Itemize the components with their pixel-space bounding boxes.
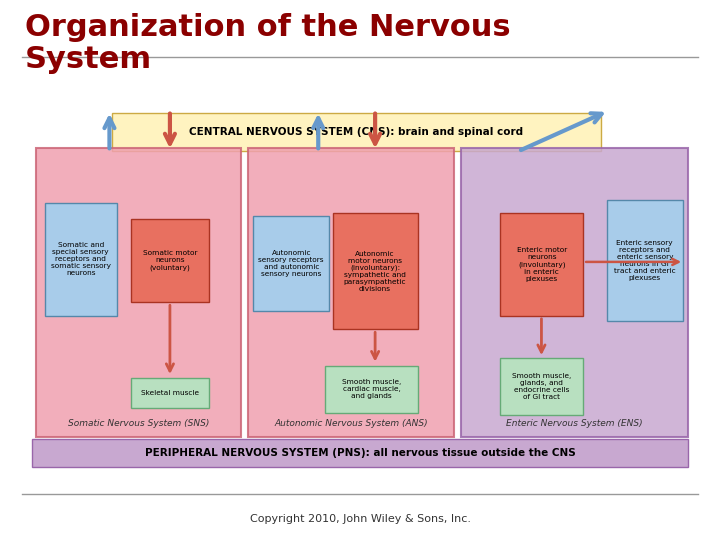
Text: Somatic motor
neurons
(voluntary): Somatic motor neurons (voluntary) — [143, 251, 197, 271]
Text: Somatic and
special sensory
receptors and
somatic sensory
neurons: Somatic and special sensory receptors an… — [50, 242, 111, 276]
Text: Smooth muscle,
glands, and
endocrine cells
of GI tract: Smooth muscle, glands, and endocrine cel… — [512, 373, 572, 400]
FancyBboxPatch shape — [500, 213, 583, 316]
Text: Enteric sensory
receptors and
enteric sensory
neurons in GI
tract and enteric
pl: Enteric sensory receptors and enteric se… — [614, 240, 675, 281]
Text: Somatic Nervous System (SNS): Somatic Nervous System (SNS) — [68, 418, 210, 428]
Text: Autonomic
motor neurons
(involuntary):
sympathetic and
parasympathetic
divisions: Autonomic motor neurons (involuntary): s… — [344, 251, 406, 292]
Text: PERIPHERAL NERVOUS SYSTEM (PNS): all nervous tissue outside the CNS: PERIPHERAL NERVOUS SYSTEM (PNS): all ner… — [145, 448, 575, 458]
Text: Copyright 2010, John Wiley & Sons, Inc.: Copyright 2010, John Wiley & Sons, Inc. — [250, 515, 470, 524]
Text: Autonomic
sensory receptors
and autonomic
sensory neurons: Autonomic sensory receptors and autonomi… — [258, 249, 324, 276]
FancyBboxPatch shape — [325, 366, 418, 413]
Text: Skeletal muscle: Skeletal muscle — [141, 390, 199, 396]
FancyBboxPatch shape — [131, 378, 209, 408]
Text: Autonomic Nervous System (ANS): Autonomic Nervous System (ANS) — [274, 418, 428, 428]
FancyBboxPatch shape — [248, 148, 454, 437]
FancyBboxPatch shape — [461, 148, 688, 437]
Text: Enteric motor
neurons
(involuntary)
in enteric
plexuses: Enteric motor neurons (involuntary) in e… — [517, 247, 567, 282]
FancyBboxPatch shape — [253, 216, 329, 310]
FancyBboxPatch shape — [607, 200, 683, 321]
FancyBboxPatch shape — [36, 148, 241, 437]
FancyBboxPatch shape — [112, 113, 601, 151]
Text: CENTRAL NERVOUS SYSTEM (CNS): brain and spinal cord: CENTRAL NERVOUS SYSTEM (CNS): brain and … — [189, 127, 523, 137]
FancyBboxPatch shape — [32, 439, 688, 467]
Text: Enteric Nervous System (ENS): Enteric Nervous System (ENS) — [506, 418, 642, 428]
Text: Smooth muscle,
cardiac muscle,
and glands: Smooth muscle, cardiac muscle, and gland… — [342, 379, 401, 400]
FancyBboxPatch shape — [333, 213, 418, 329]
FancyBboxPatch shape — [500, 358, 583, 415]
FancyBboxPatch shape — [45, 202, 117, 316]
FancyBboxPatch shape — [131, 219, 209, 302]
Text: Organization of the Nervous
System: Organization of the Nervous System — [25, 14, 510, 74]
